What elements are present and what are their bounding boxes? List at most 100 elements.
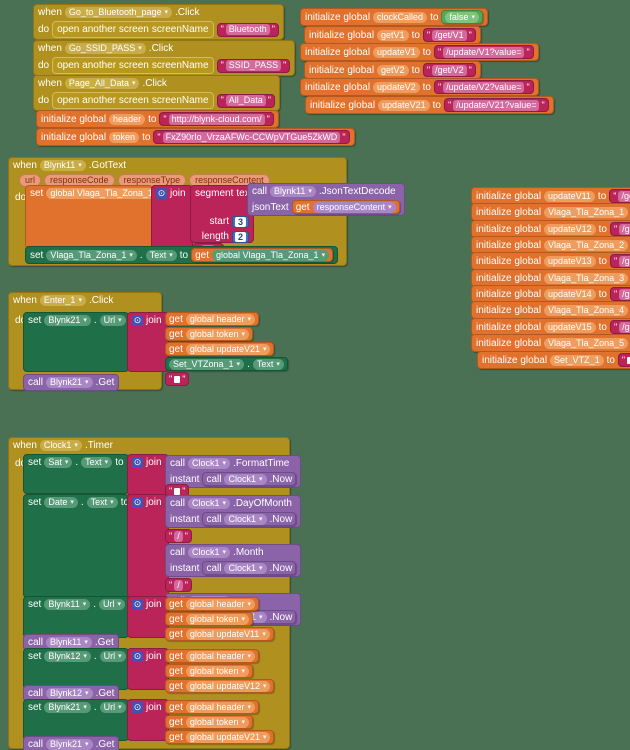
- property-dropdown[interactable]: Text: [81, 457, 113, 468]
- component-dropdown[interactable]: Blynk11: [270, 186, 316, 197]
- join-block[interactable]: join: [127, 494, 169, 598]
- variable-name-field[interactable]: token: [109, 131, 140, 143]
- set-vlaga-text-block[interactable]: set Vlaga_Tla_Zona_1 . Text to get globa…: [25, 246, 339, 264]
- variable-dropdown[interactable]: global token: [185, 613, 249, 625]
- component-dropdown[interactable]: Blynk12: [44, 651, 91, 662]
- get-global-token-block[interactable]: get global token: [165, 612, 253, 626]
- text-block[interactable]: SSID_PASS: [216, 58, 291, 73]
- variable-name-field[interactable]: updateV21: [378, 99, 430, 111]
- property-dropdown[interactable]: Text: [252, 358, 284, 370]
- slash-text-block[interactable]: /: [165, 529, 192, 543]
- get-global-updatev11-block[interactable]: get global updateV11: [165, 627, 274, 641]
- open-another-screen-block[interactable]: open another screen screenName: [52, 57, 214, 74]
- variable-dropdown[interactable]: global updateV21: [185, 731, 271, 743]
- component-dropdown[interactable]: Enter_1: [39, 295, 86, 306]
- call-formattime-block[interactable]: call Clock1 .FormatTime instant callCloc…: [165, 455, 302, 488]
- get-responsecontent-block[interactable]: get responseContent: [291, 200, 400, 214]
- text-block[interactable]: /get/V15: [609, 320, 630, 334]
- component-dropdown[interactable]: Clock1: [39, 440, 82, 451]
- segment-block[interactable]: segment text start 3 length 2: [190, 185, 254, 243]
- component-dropdown[interactable]: Blynk11: [44, 599, 91, 610]
- variable-name-field[interactable]: updateV12: [544, 223, 596, 235]
- variable-name-field[interactable]: Vlaga_Tla_Zona_1: [544, 206, 629, 218]
- variable-dropdown[interactable]: responseContent: [312, 201, 396, 213]
- set-blynk21-url-block[interactable]: set Blynk21 . Url to: [23, 699, 137, 741]
- component-dropdown[interactable]: Set_VTZona_1: [169, 358, 245, 370]
- text-field[interactable]: /get/V12: [619, 223, 630, 235]
- text-block[interactable]: /get/V2: [422, 63, 476, 77]
- init-global-getv1-block[interactable]: initialize global getV1 to /get/V1: [304, 26, 481, 44]
- get-global-header-block[interactable]: get global header: [165, 700, 259, 714]
- variable-dropdown[interactable]: global token: [185, 716, 249, 728]
- text-block[interactable]: /update/V2?value=: [433, 80, 534, 94]
- get-global-vlaga-block[interactable]: get global Vlaga_Tla_Zona_1: [191, 248, 334, 262]
- component-dropdown[interactable]: Blynk21: [44, 702, 91, 713]
- component-dropdown[interactable]: Clock1: [188, 547, 231, 558]
- variable-dropdown[interactable]: global Vlaga_Tla_Zona_1: [46, 188, 164, 199]
- init-global-token-block[interactable]: initialize global token to FxZ90rIo_Vrza…: [36, 128, 355, 146]
- text-block[interactable]: /get/V13: [609, 254, 630, 268]
- get-global-token-block[interactable]: get global token: [165, 715, 253, 729]
- empty-string-field[interactable]: [174, 375, 181, 383]
- init-global-header-block[interactable]: initialize global header to http://blynk…: [36, 110, 279, 128]
- empty-string-field[interactable]: [174, 487, 181, 495]
- get-global-token-block[interactable]: get global token: [165, 327, 253, 341]
- text-block[interactable]: http://blynk-cloud.com/: [159, 112, 274, 126]
- property-dropdown[interactable]: Text: [86, 497, 118, 508]
- number-block[interactable]: 3: [231, 215, 249, 228]
- variable-name-field[interactable]: updateV1: [373, 46, 420, 58]
- component-dropdown[interactable]: Blynk11: [39, 160, 86, 171]
- empty-text-block[interactable]: [617, 353, 630, 367]
- when-click-block-ssid-pass[interactable]: when Go_SSID_PASS .Click do open another…: [33, 40, 296, 76]
- variable-name-field[interactable]: updateV2: [373, 81, 420, 93]
- text-field[interactable]: Bluetooth: [225, 24, 270, 35]
- mutator-icon[interactable]: [132, 702, 143, 713]
- component-dropdown[interactable]: Go_to_Bluetooth_page: [64, 7, 173, 18]
- call-blynk21-get-block[interactable]: call Blynk21 .Get: [23, 374, 120, 391]
- component-dropdown[interactable]: Clock1: [224, 513, 267, 525]
- text-field[interactable]: SSID_PASS: [225, 60, 282, 71]
- text-field[interactable]: /get/V15: [619, 321, 630, 333]
- slash-text-block[interactable]: /: [165, 578, 192, 592]
- init-global-setvtz1-block[interactable]: initialize global Set_VTZ_1 to: [477, 351, 630, 369]
- component-dropdown[interactable]: Go_SSID_PASS: [64, 43, 146, 54]
- variable-dropdown[interactable]: global header: [185, 598, 255, 610]
- init-global-updatev2-block[interactable]: initialize global updateV2 to /update/V2…: [300, 78, 539, 96]
- text-field[interactable]: /update/V2?value=: [443, 81, 525, 93]
- set-date-text-block[interactable]: set Date . Text to: [23, 494, 129, 598]
- property-dropdown[interactable]: Url: [99, 315, 126, 326]
- component-dropdown[interactable]: Sat: [44, 457, 73, 468]
- setvtzona1-text-getter-block[interactable]: Set_VTZona_1.Text: [165, 357, 288, 371]
- number-block[interactable]: 2: [231, 230, 249, 243]
- variable-name-field[interactable]: Vlaga_Tla_Zona_2: [544, 239, 629, 251]
- variable-name-field[interactable]: updateV15: [544, 321, 596, 333]
- component-dropdown[interactable]: Vlaga_Tla_Zona_1: [46, 249, 137, 261]
- mutator-icon[interactable]: [132, 315, 143, 326]
- variable-dropdown[interactable]: global token: [185, 665, 249, 677]
- variable-name-field[interactable]: clockCalled: [373, 11, 428, 23]
- variable-dropdown[interactable]: global token: [185, 328, 249, 340]
- open-another-screen-block[interactable]: open another screen screenName: [52, 92, 214, 109]
- variable-name-field[interactable]: getV1: [377, 29, 409, 41]
- text-field[interactable]: /: [174, 530, 183, 542]
- text-field[interactable]: /get/V14: [619, 288, 630, 300]
- component-dropdown[interactable]: Page_All_Data: [64, 78, 140, 89]
- open-another-screen-block[interactable]: open another screen screenName: [52, 21, 214, 38]
- join-block[interactable]: join: [127, 312, 169, 372]
- when-click-block-all-data[interactable]: when Page_All_Data .Click do open anothe…: [33, 75, 280, 111]
- text-field[interactable]: /get/V2: [432, 64, 467, 76]
- variable-dropdown[interactable]: global updateV12: [185, 680, 271, 692]
- empty-text-block[interactable]: [165, 372, 190, 386]
- text-block[interactable]: /update/V21?value=: [443, 98, 549, 112]
